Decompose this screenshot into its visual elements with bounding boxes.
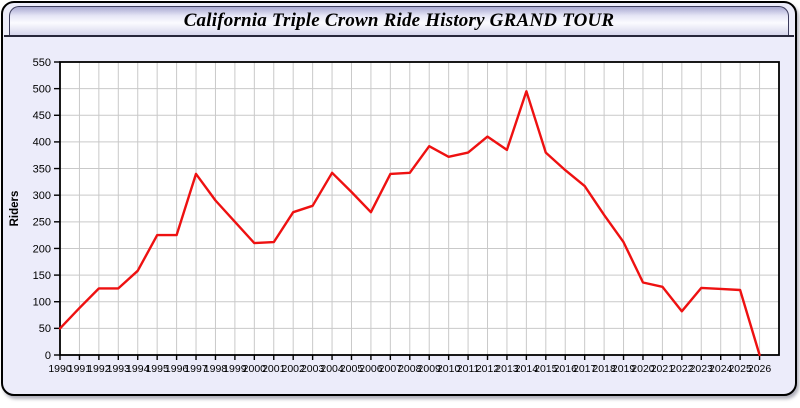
x-tick-label: 2012 [476,363,500,375]
x-tick-label: 2010 [437,363,461,375]
y-axis-title: Riders [9,191,21,227]
plot-area [60,62,779,355]
plot-border [59,61,780,356]
x-tick-label: 1995 [145,363,169,375]
x-tick-label: 2021 [651,363,675,375]
app-window: California Triple Crown Ride History GRA… [1,1,797,396]
y-tick-label: 100 [33,297,51,309]
x-tick-label: 2023 [690,363,714,375]
x-tick-label: 2017 [573,363,597,375]
ride-history-chart: 0501001502002503003504004505005501990199… [9,57,780,375]
x-tick-label: 2001 [262,363,286,375]
x-tick-label: 1992 [87,363,111,375]
x-tick-label: 2020 [631,363,655,375]
x-tick-label: 2022 [670,363,694,375]
x-tick-label: 2004 [320,363,344,375]
y-tick-label: 500 [33,83,51,95]
x-tick-label: 2007 [379,363,403,375]
y-tick-label: 300 [33,190,51,202]
x-tick-label: 2026 [748,363,772,375]
x-tick-label: 1999 [223,363,247,375]
y-tick-label: 550 [33,57,51,69]
x-tick-label: 2013 [495,363,519,375]
x-tick-label: 1990 [48,363,72,375]
x-tick-label: 2000 [243,363,267,375]
title-bar: California Triple Crown Ride History GRA… [9,6,789,36]
y-tick-label: 50 [39,323,51,335]
x-tick-label: 1994 [126,363,150,375]
x-tick-label: 2016 [554,363,578,375]
page-title: California Triple Crown Ride History GRA… [183,10,615,31]
y-tick-label: 400 [33,137,51,149]
title-divider [4,35,794,37]
x-tick-label: 2019 [612,363,636,375]
x-tick-label: 2009 [418,363,442,375]
x-tick-label: 1991 [68,363,92,375]
x-tick-label: 2006 [359,363,383,375]
x-tick-label: 2002 [282,363,306,375]
y-tick-label: 200 [33,243,51,255]
x-tick-label: 2024 [709,363,733,375]
x-tick-label: 2025 [728,363,752,375]
x-tick-label: 2014 [515,363,539,375]
chart-region: 0 50 100 150 200 250 300 350 400 450 500 550 1990 199… [3,43,800,403]
y-tick-label: 150 [33,270,51,282]
x-tick-label: 2015 [534,363,558,375]
y-tick-label: 0 [45,350,51,362]
data-line-riders [58,90,761,357]
x-tick-label: 2003 [301,363,325,375]
x-tick-label: 2011 [457,363,480,375]
x-tick-label: 1997 [184,363,208,375]
y-tick-label: 450 [33,110,51,122]
x-tick-label: 1998 [204,363,228,375]
x-tick-label: 2008 [398,363,422,375]
x-tick-label: 2018 [592,363,616,375]
y-tick-label: 250 [33,217,51,229]
x-tick-label: 1996 [165,363,189,375]
y-tick-label: 350 [33,163,51,175]
x-tick-label: 1993 [107,363,131,375]
x-tick-label: 2005 [340,363,364,375]
